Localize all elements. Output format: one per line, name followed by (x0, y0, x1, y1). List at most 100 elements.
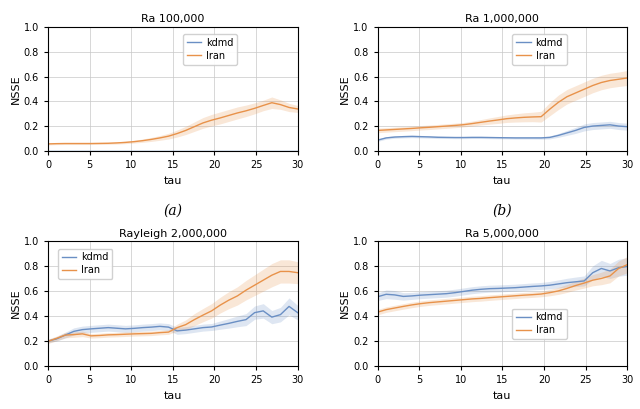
Iran (537, 292, 545, 297)
kdmd (391, 135, 399, 139)
Iran (382, 128, 390, 133)
Iran (234, 110, 241, 115)
Iran (443, 299, 451, 303)
kdmd (382, 292, 390, 297)
kdmd (131, 148, 138, 153)
kdmd (520, 285, 528, 290)
Iran (511, 115, 519, 120)
kdmd (580, 279, 588, 283)
Iran (426, 300, 433, 305)
kdmd (391, 292, 399, 297)
Iran (156, 135, 164, 140)
kdmd (164, 148, 172, 153)
Y-axis label: NSSE: NSSE (340, 289, 350, 319)
kdmd (399, 134, 407, 139)
Iran (79, 141, 86, 146)
Iran (96, 141, 104, 146)
kdmd (451, 290, 459, 295)
Iran (486, 119, 493, 124)
Y-axis label: NSSE: NSSE (11, 74, 21, 104)
kdmd (486, 135, 493, 140)
kdmd (554, 133, 562, 138)
kdmd (242, 317, 250, 322)
Iran (408, 126, 416, 131)
Line: Iran: Iran (48, 272, 298, 342)
kdmd (580, 125, 588, 130)
Line: Iran: Iran (378, 265, 627, 312)
kdmd (374, 138, 381, 143)
Iran (147, 331, 155, 336)
kdmd (251, 310, 259, 315)
Y-axis label: NSSE: NSSE (11, 289, 21, 319)
kdmd (147, 325, 155, 330)
Iran (546, 290, 554, 295)
kdmd (52, 336, 60, 341)
kdmd (374, 294, 381, 299)
kdmd (598, 266, 605, 271)
kdmd (589, 270, 596, 275)
kdmd (399, 294, 407, 299)
kdmd (408, 134, 416, 139)
kdmd (87, 148, 95, 153)
Iran (147, 137, 155, 142)
Iran (182, 322, 189, 327)
kdmd (131, 326, 138, 331)
kdmd (511, 285, 519, 290)
Iran (164, 330, 172, 335)
kdmd (563, 280, 571, 285)
kdmd (477, 135, 484, 140)
kdmd (529, 135, 536, 140)
kdmd (460, 289, 467, 294)
kdmd (104, 148, 112, 153)
Text: (b): (b) (493, 204, 512, 218)
Iran (225, 113, 232, 118)
kdmd (191, 326, 198, 331)
Iran (468, 297, 476, 301)
X-axis label: tau: tau (493, 176, 511, 186)
kdmd (285, 304, 293, 309)
kdmd (460, 135, 467, 140)
Iran (494, 117, 502, 122)
Legend: kdmd, Iran: kdmd, Iran (182, 34, 237, 65)
Line: Iran: Iran (378, 78, 627, 130)
Iran (391, 127, 399, 132)
Legend: kdmd, Iran: kdmd, Iran (512, 34, 567, 65)
Line: kdmd: kdmd (378, 125, 627, 140)
kdmd (234, 148, 241, 153)
kdmd (408, 294, 416, 299)
kdmd (451, 135, 459, 140)
kdmd (443, 291, 451, 296)
kdmd (546, 283, 554, 288)
kdmd (503, 135, 511, 140)
X-axis label: tau: tau (164, 176, 182, 186)
Iran (623, 262, 631, 267)
Iran (113, 140, 121, 145)
Iran (606, 274, 614, 279)
Iran (44, 339, 52, 344)
kdmd (164, 325, 172, 330)
kdmd (294, 148, 301, 153)
kdmd (572, 279, 579, 284)
kdmd (44, 148, 52, 153)
kdmd (434, 292, 442, 297)
Iran (580, 87, 588, 92)
Iran (104, 141, 112, 146)
kdmd (44, 339, 52, 344)
Iran (156, 330, 164, 335)
Iran (173, 325, 181, 330)
Legend: kdmd, Iran: kdmd, Iran (58, 249, 113, 279)
kdmd (468, 135, 476, 140)
kdmd (234, 319, 241, 324)
Iran (443, 124, 451, 128)
Iran (615, 266, 623, 271)
Iran (408, 302, 416, 307)
kdmd (417, 293, 424, 298)
Iran (242, 108, 250, 113)
kdmd (113, 148, 121, 153)
kdmd (443, 135, 451, 140)
Iran (554, 100, 562, 105)
Iran (391, 306, 399, 310)
Iran (61, 141, 69, 146)
Iran (572, 283, 579, 288)
kdmd (61, 333, 69, 337)
